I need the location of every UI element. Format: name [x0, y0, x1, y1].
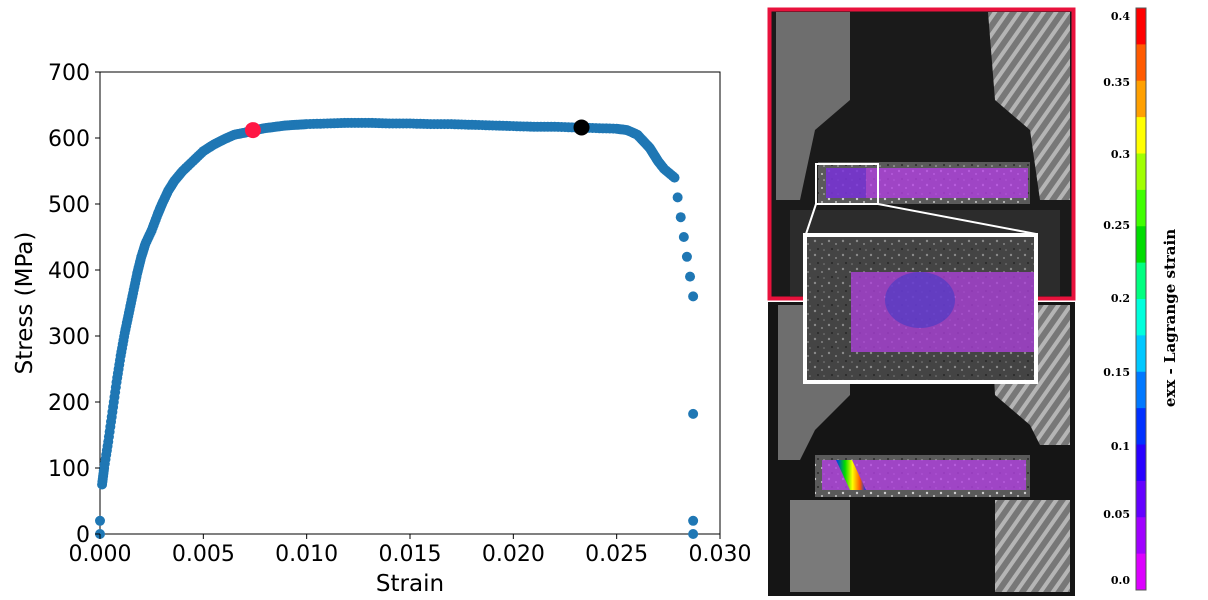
colorbar-segment — [1136, 480, 1146, 518]
x-axis-title: Strain — [376, 571, 444, 597]
y-axis-title: Stress (MPa) — [12, 232, 38, 375]
colorbar-segment — [1136, 153, 1146, 191]
plot-frame — [99, 71, 721, 535]
colorbar-segment — [1136, 408, 1146, 445]
data-point — [688, 515, 699, 526]
data-point-fill — [685, 271, 696, 282]
strain-overlay-top-low — [826, 168, 866, 198]
x-axis-ticks: 0.000 0.005 0.010 0.015 0.020 0.025 0.030 — [69, 534, 752, 567]
colorbar-tick-label: 0.05 — [1103, 508, 1130, 521]
colorbar-segment — [1136, 117, 1146, 154]
y-tick-label: 700 — [48, 61, 90, 86]
colorbar-segment — [1136, 8, 1146, 45]
grip-right-top — [988, 12, 1070, 200]
highlight-point-black — [573, 119, 590, 136]
colorbar-segment — [1136, 299, 1146, 336]
colorbar-segment — [1136, 262, 1146, 300]
data-point — [688, 529, 699, 539]
data-point-fill — [675, 212, 686, 223]
data-point-fill — [672, 192, 683, 203]
colorbar-frame — [1135, 7, 1147, 591]
colorbar-segments — [1136, 8, 1146, 591]
y-tick-label: 500 — [48, 193, 90, 218]
colorbar-segment — [1136, 517, 1146, 555]
y-tick-label: 400 — [48, 259, 90, 284]
x-tick-label: 0.025 — [585, 542, 648, 567]
data-point — [669, 172, 680, 183]
x-tick-label: 0.005 — [172, 542, 235, 567]
colorbar-segment — [1136, 371, 1146, 409]
data-point — [688, 408, 699, 419]
grip-left-lower-bottom — [790, 500, 850, 592]
grip-right-lower-bottom — [995, 500, 1070, 592]
x-tick-label: 0.010 — [275, 542, 338, 567]
y-tick-label: 600 — [48, 127, 90, 152]
colorbar-tick-labels: 0.4 0.35 0.3 0.25 0.2 0.15 0.1 0.05 0.0 — [1103, 10, 1130, 587]
x-tick-label: 0.000 — [69, 542, 132, 567]
data-point-fill — [681, 251, 692, 262]
highlight-point-red — [244, 122, 261, 139]
zoom-line-right — [877, 203, 1037, 235]
zoom-inset-frame — [803, 233, 1038, 384]
colorbar-segment — [1136, 189, 1146, 227]
colorbar-tick-label: 0.0 — [1111, 574, 1130, 587]
colorbar-segment — [1136, 553, 1146, 591]
y-axis-ticks: 0 100 200 300 400 500 600 700 — [48, 61, 100, 548]
colorbar-tick-label: 0.4 — [1111, 10, 1130, 23]
colorbar-title: exx - Lagrange strain — [1161, 229, 1179, 407]
colorbar: 0.4 0.35 0.3 0.25 0.2 0.15 0.1 0.05 0.0 exx - La… — [1103, 7, 1179, 591]
colorbar-segment — [1136, 44, 1146, 82]
colorbar-tick-label: 0.25 — [1103, 219, 1130, 232]
data-point-fill — [678, 232, 689, 242]
data-point — [95, 515, 105, 526]
y-tick-label: 100 — [48, 457, 90, 482]
colorbar-segment — [1136, 444, 1146, 482]
zoom-strain-spot — [885, 272, 955, 328]
colorbar-segment — [1136, 80, 1146, 118]
data-point — [688, 291, 699, 302]
grip-left-top — [776, 12, 850, 200]
zoom-source-box — [815, 163, 879, 205]
y-tick-label: 200 — [48, 391, 90, 416]
y-tick-label: 300 — [48, 325, 90, 350]
colorbar-tick-label: 0.35 — [1103, 76, 1130, 89]
y-tick-label: 0 — [76, 523, 90, 548]
colorbar-segment — [1136, 335, 1146, 373]
zoom-inset — [803, 233, 1038, 384]
stress-strain-plot: 0.000 0.005 0.010 0.015 0.020 0.025 0.030 0 100… — [12, 61, 751, 597]
x-tick-label: 0.015 — [379, 542, 442, 567]
x-tick-label: 0.030 — [689, 542, 752, 567]
colorbar-tick-label: 0.2 — [1111, 292, 1130, 305]
colorbar-tick-label: 0.3 — [1111, 148, 1130, 161]
strain-localization-band — [836, 460, 866, 490]
highlight-points — [244, 119, 590, 139]
colorbar-tick-label: 0.1 — [1111, 440, 1130, 453]
zoom-line-left — [805, 203, 817, 235]
scatter-points — [95, 117, 699, 539]
colorbar-tick-label: 0.15 — [1103, 366, 1130, 379]
x-tick-label: 0.020 — [482, 542, 545, 567]
colorbar-segment — [1136, 226, 1146, 264]
